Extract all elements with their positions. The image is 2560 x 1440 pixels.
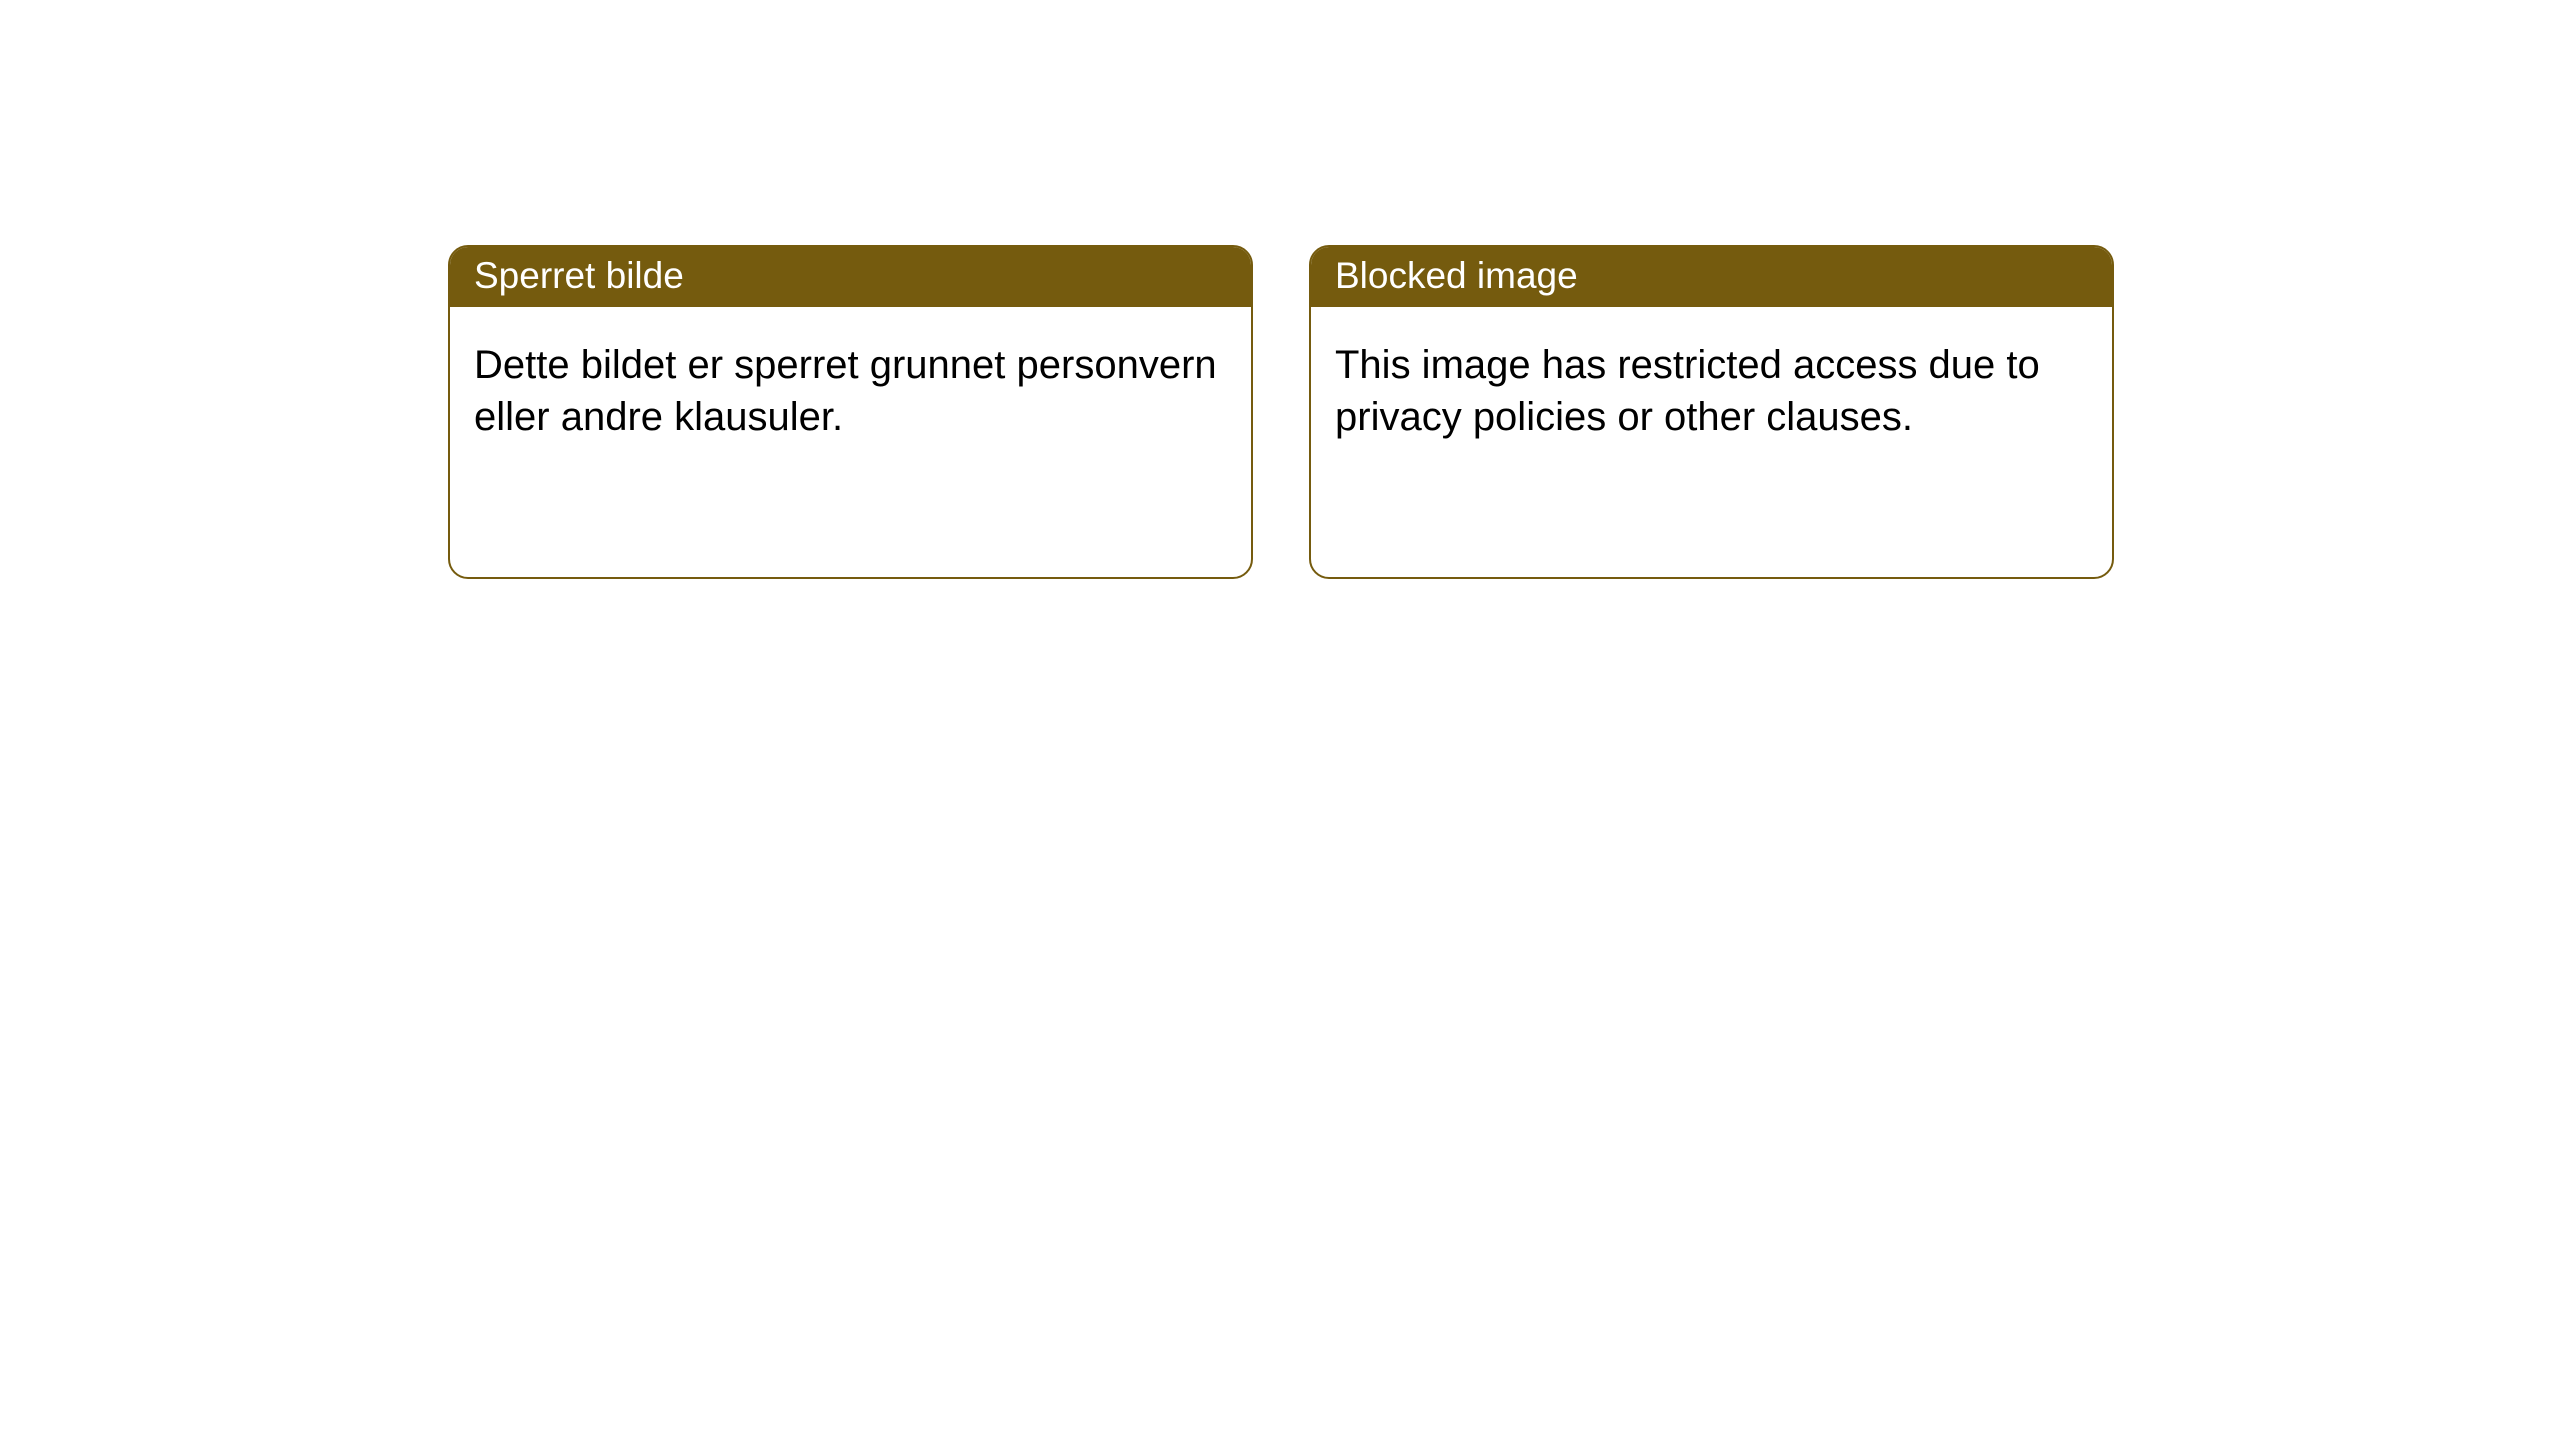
notice-header: Sperret bilde: [450, 247, 1251, 307]
notice-container: Sperret bilde Dette bildet er sperret gr…: [0, 0, 2560, 579]
notice-card-english: Blocked image This image has restricted …: [1309, 245, 2114, 579]
notice-header: Blocked image: [1311, 247, 2112, 307]
notice-body: Dette bildet er sperret grunnet personve…: [450, 307, 1251, 577]
notice-card-norwegian: Sperret bilde Dette bildet er sperret gr…: [448, 245, 1253, 579]
notice-body: This image has restricted access due to …: [1311, 307, 2112, 577]
